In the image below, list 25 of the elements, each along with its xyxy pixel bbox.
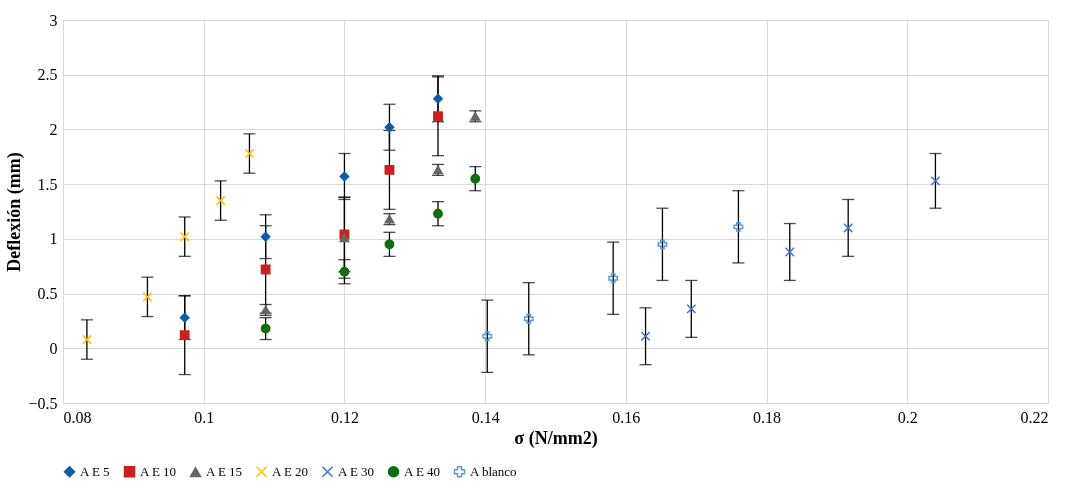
x-tick-label: 0.2 — [897, 408, 918, 426]
x-tick-label: 0.16 — [612, 408, 641, 426]
x-tick-label: 0.18 — [753, 408, 782, 426]
legend-label: A blanco — [470, 463, 517, 479]
legend-label: A E 40 — [404, 463, 441, 479]
legend-label: A E 5 — [80, 463, 110, 479]
x-tick-label: 0.12 — [330, 408, 359, 426]
legend-label: A E 10 — [140, 463, 177, 479]
y-tick-label: 2.5 — [37, 66, 58, 84]
x-tick-label: 0.08 — [63, 408, 92, 426]
y-axis-title: Deflexión (mm) — [4, 152, 26, 272]
legend-label: A E 20 — [272, 463, 309, 479]
x-axis-title: σ (N/mm2) — [514, 427, 598, 449]
y-tick-label: −0.5 — [28, 394, 58, 412]
y-tick-label: 3 — [49, 11, 58, 29]
y-tick-label: 1.5 — [37, 175, 58, 193]
y-tick-label: 2 — [49, 120, 58, 138]
legend-label: A E 30 — [338, 463, 375, 479]
y-tick-label: 0 — [49, 339, 58, 357]
x-tick-label: 0.1 — [194, 408, 215, 426]
x-tick-label: 0.14 — [471, 408, 500, 426]
y-tick-label: 1 — [49, 230, 58, 248]
y-tick-label: 0.5 — [37, 285, 58, 303]
legend-label: A E 15 — [206, 464, 243, 480]
x-tick-label: 0.22 — [1020, 408, 1049, 426]
